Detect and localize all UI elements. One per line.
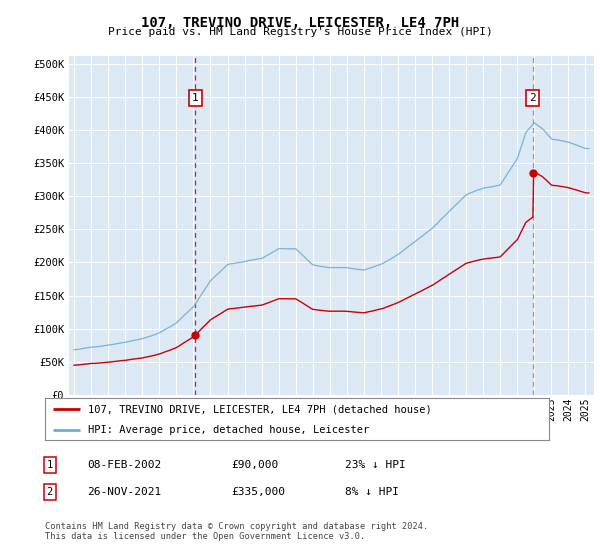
- Text: 23% ↓ HPI: 23% ↓ HPI: [345, 460, 406, 470]
- Text: 08-FEB-2002: 08-FEB-2002: [87, 460, 161, 470]
- Text: 2: 2: [530, 94, 536, 104]
- Text: 8% ↓ HPI: 8% ↓ HPI: [345, 487, 399, 497]
- Text: £335,000: £335,000: [231, 487, 285, 497]
- Text: 1: 1: [192, 94, 199, 104]
- Text: 26-NOV-2021: 26-NOV-2021: [87, 487, 161, 497]
- Text: £90,000: £90,000: [231, 460, 278, 470]
- Text: Price paid vs. HM Land Registry's House Price Index (HPI): Price paid vs. HM Land Registry's House …: [107, 27, 493, 37]
- Text: 107, TREVINO DRIVE, LEICESTER, LE4 7PH (detached house): 107, TREVINO DRIVE, LEICESTER, LE4 7PH (…: [88, 404, 431, 414]
- Text: 107, TREVINO DRIVE, LEICESTER, LE4 7PH: 107, TREVINO DRIVE, LEICESTER, LE4 7PH: [141, 16, 459, 30]
- Text: 2: 2: [47, 487, 53, 497]
- Text: Contains HM Land Registry data © Crown copyright and database right 2024.
This d: Contains HM Land Registry data © Crown c…: [45, 522, 428, 542]
- Text: 1: 1: [47, 460, 53, 470]
- Text: HPI: Average price, detached house, Leicester: HPI: Average price, detached house, Leic…: [88, 426, 369, 435]
